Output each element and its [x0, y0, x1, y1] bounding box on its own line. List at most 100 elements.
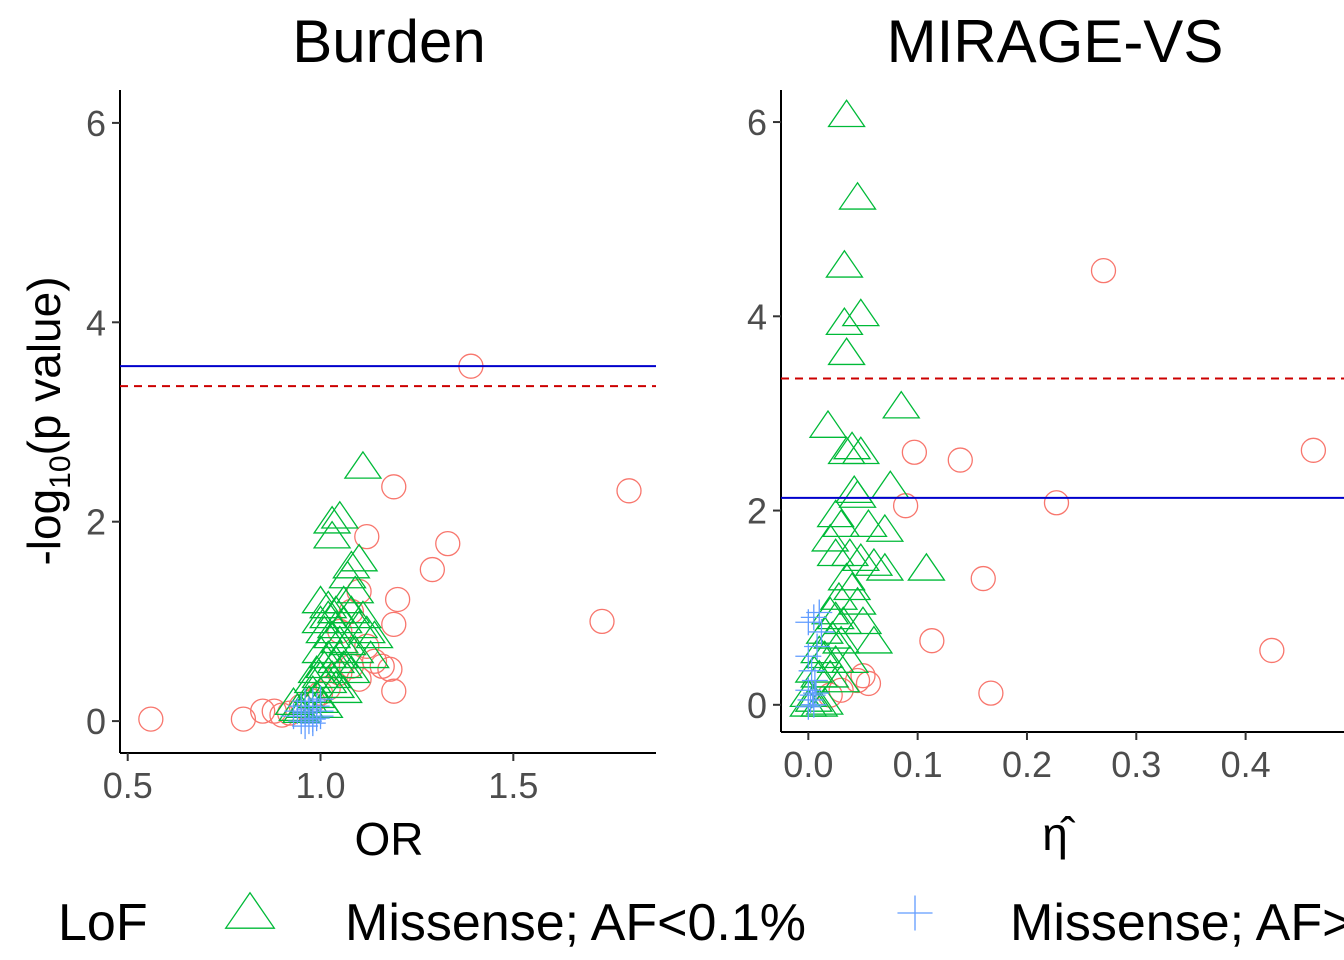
point-missense-common — [800, 691, 827, 718]
point-missense-rare — [351, 640, 390, 669]
y-tick-label: 6 — [86, 103, 106, 144]
point-missense-rare — [832, 431, 872, 460]
point-missense-rare — [838, 181, 877, 210]
legend-label-1: Missense; AF<0.1% — [345, 894, 806, 952]
legend-label-2: Missense; AF>0.1% — [1010, 894, 1344, 952]
point-missense-rare — [339, 543, 379, 572]
x-tick-label: 0.3 — [1111, 744, 1161, 785]
point-missense-rare — [854, 547, 894, 576]
point-lof — [384, 586, 411, 613]
legend-label-0: LoF — [58, 894, 148, 952]
point-missense-rare — [794, 654, 834, 683]
point-missense-rare — [808, 409, 848, 438]
point-missense-common — [795, 643, 822, 670]
point-lof — [381, 678, 407, 704]
burden-threshold-lines — [120, 365, 656, 388]
point-lof — [844, 667, 871, 694]
point-lof — [947, 447, 973, 473]
point-missense-rare — [324, 585, 363, 614]
point-missense-rare — [838, 479, 877, 508]
point-missense-rare — [830, 644, 870, 673]
point-missense-common — [288, 693, 315, 720]
point-missense-rare — [320, 500, 360, 529]
point-missense-rare — [827, 99, 866, 128]
point-missense-rare — [816, 499, 855, 528]
point-lof — [250, 698, 276, 724]
point-lof — [1043, 490, 1070, 516]
point-missense-common — [295, 698, 322, 725]
point-missense-rare — [810, 659, 850, 688]
point-lof — [354, 633, 380, 659]
point-missense-rare — [832, 572, 872, 601]
x-tick-label: 1.0 — [295, 765, 345, 806]
burden-y-ticks: 0 2 4 6 — [86, 103, 120, 742]
point-missense-rare — [827, 337, 866, 366]
point-lof — [381, 474, 407, 500]
point-lof — [1090, 258, 1117, 284]
point-missense-rare — [882, 390, 921, 419]
point-missense-common — [307, 686, 334, 713]
point-missense-rare — [835, 474, 874, 504]
point-lof — [1259, 637, 1285, 664]
point-missense-rare — [305, 650, 344, 679]
point-missense-rare — [824, 606, 863, 635]
point-missense-rare — [312, 505, 352, 534]
legend-key-plus — [897, 895, 933, 931]
point-missense-common — [800, 604, 827, 631]
mirage-x-ticks: 0.0 0.1 0.2 0.3 0.4 — [783, 732, 1271, 785]
burden-panel: Burden 0 2 4 6 0.5 1.0 1.5 OR -log10(p value) — [18, 8, 656, 865]
point-lof — [828, 677, 854, 703]
point-missense-rare — [841, 542, 881, 572]
point-missense-common — [797, 686, 824, 713]
point-missense-rare — [332, 550, 371, 579]
point-missense-common — [801, 667, 828, 694]
y-label-subscript: 10 — [44, 455, 77, 488]
point-missense-rare — [865, 552, 905, 581]
y-tick-label: 2 — [747, 491, 767, 532]
point-lof — [361, 648, 388, 674]
point-missense-common — [299, 710, 326, 737]
point-missense-common — [795, 609, 822, 636]
point-missense-common — [802, 680, 829, 707]
point-missense-rare — [854, 625, 894, 654]
point-missense-common — [292, 688, 319, 715]
point-missense-common — [798, 657, 825, 684]
point-missense-rare — [825, 249, 864, 278]
point-missense-rare — [827, 562, 866, 591]
point-missense-rare — [335, 575, 375, 604]
point-missense-rare — [907, 552, 946, 581]
point-missense-rare — [339, 610, 379, 639]
point-missense-rare — [312, 520, 352, 549]
point-missense-common — [795, 693, 822, 720]
point-missense-common — [799, 682, 826, 709]
mirage-y-ticks: 0 2 4 6 — [747, 102, 781, 726]
point-lof — [381, 611, 407, 638]
y-tick-label: 2 — [86, 502, 106, 543]
point-missense-rare — [843, 606, 883, 635]
point-missense-rare — [813, 620, 852, 649]
point-lof — [377, 656, 403, 682]
point-missense-rare — [825, 306, 864, 336]
point-missense-rare — [305, 689, 344, 719]
mirage-marks — [789, 99, 1327, 720]
point-missense-rare — [308, 590, 348, 619]
point-lof — [616, 478, 642, 504]
point-missense-rare — [332, 655, 371, 684]
point-missense-common — [292, 713, 319, 740]
point-missense-rare — [324, 675, 363, 704]
point-missense-common — [280, 703, 307, 730]
point-missense-common — [808, 618, 835, 645]
point-missense-rare — [312, 660, 352, 689]
y-tick-label: 0 — [747, 685, 767, 726]
burden-x-ticks: 0.5 1.0 1.5 — [103, 753, 538, 806]
point-missense-rare — [865, 513, 905, 542]
y-label-tail: (p value) — [18, 276, 70, 455]
burden-x-label: OR — [355, 813, 424, 865]
point-lof — [138, 706, 164, 732]
point-lof — [970, 565, 996, 592]
point-lof — [978, 680, 1004, 706]
y-tick-label: 0 — [86, 701, 106, 742]
x-tick-label: 0.5 — [103, 765, 153, 806]
point-missense-rare — [320, 640, 360, 669]
